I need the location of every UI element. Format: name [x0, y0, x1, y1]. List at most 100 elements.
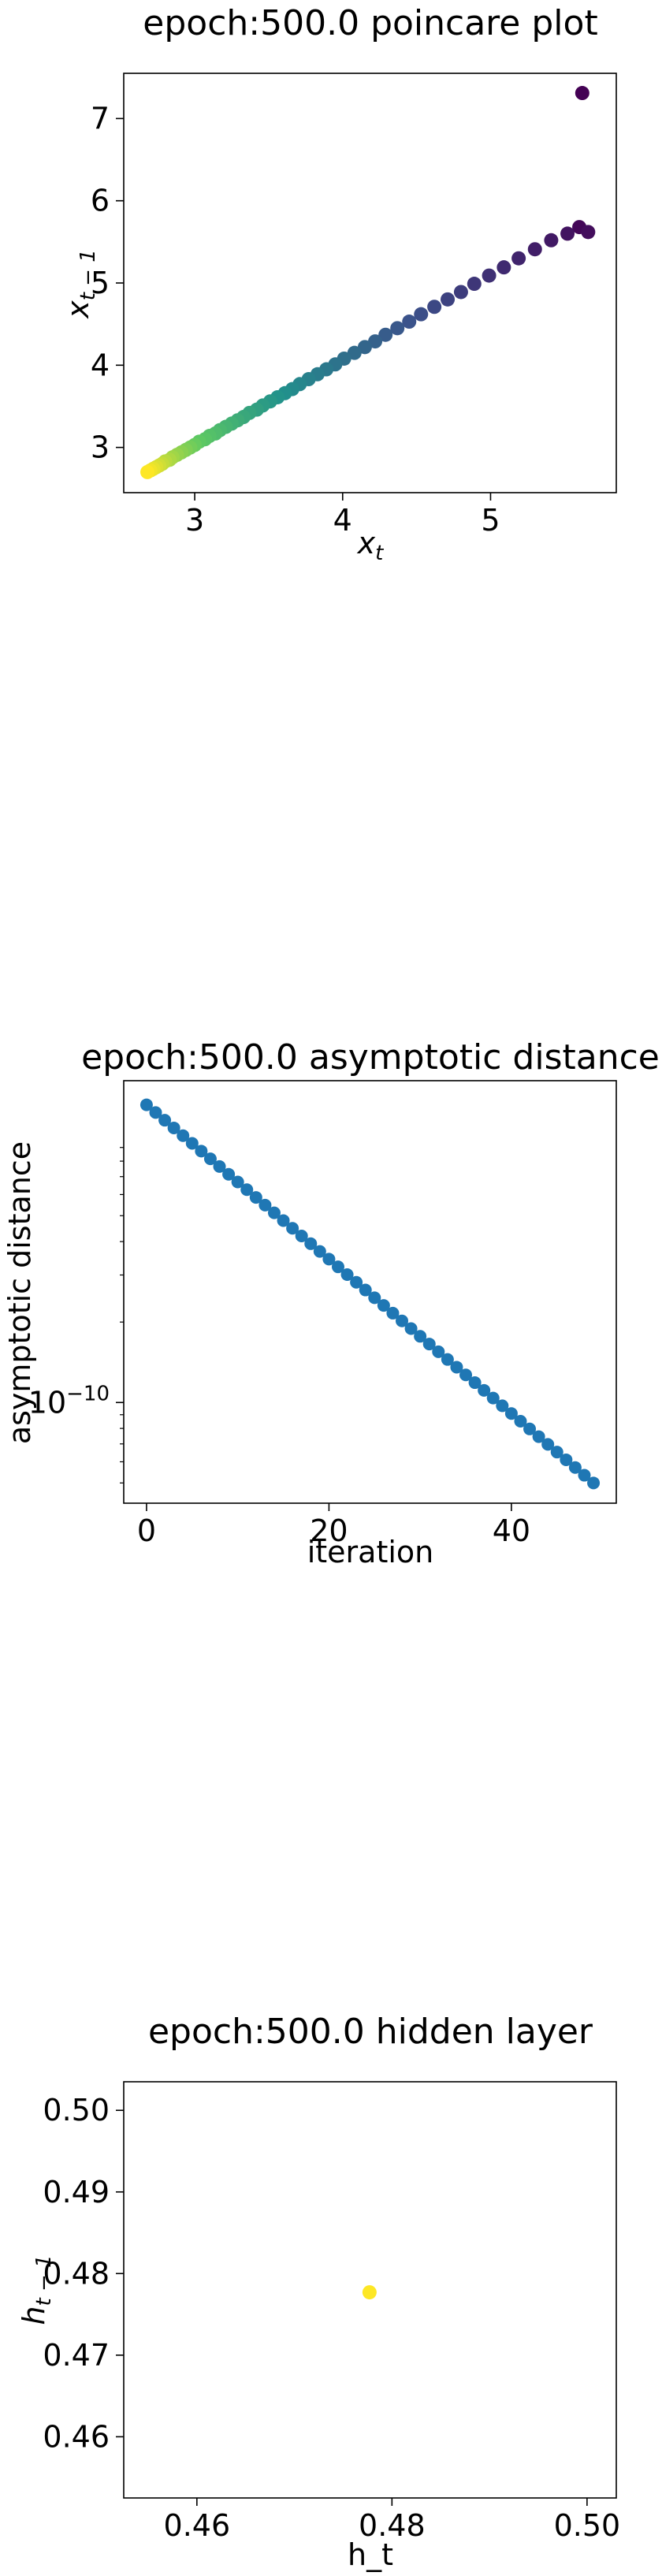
y-tick-label: 0.48 — [43, 2256, 110, 2291]
y-tick-label-exponent: −10 — [66, 1382, 110, 1405]
data-point — [422, 1338, 436, 1351]
y-tick-label-base: 10 — [28, 1385, 66, 1420]
data-point — [496, 1399, 509, 1413]
x-axis-label: h_t — [348, 2537, 393, 2572]
hidden-layer-figure: epoch:500.0 hidden layer 0.46 0.48 0.50 0.… — [0, 2002, 662, 2576]
data-point — [414, 307, 429, 322]
y-tick-label: 0.49 — [43, 2175, 110, 2209]
data-point — [523, 1422, 537, 1435]
data-point — [340, 1268, 354, 1281]
data-point — [482, 268, 496, 283]
data-point — [368, 1291, 381, 1305]
data-point — [368, 334, 383, 349]
data-point — [560, 1453, 573, 1466]
y-tick-label: 0.47 — [43, 2338, 110, 2373]
chart-title: epoch:500.0 asymptotic distance — [81, 1037, 660, 1078]
data-point — [432, 1345, 445, 1358]
y-axis-label-sub: t − 1 — [32, 2254, 56, 2306]
data-point — [277, 1214, 290, 1227]
y-tick-label: 3 — [91, 430, 110, 465]
x-tick-label: 0 — [137, 1513, 156, 1548]
plot-area — [123, 2081, 617, 2499]
data-point — [581, 225, 596, 240]
data-point — [453, 285, 468, 300]
data-point — [304, 1237, 318, 1250]
data-point — [158, 1114, 172, 1127]
data-point — [390, 321, 405, 336]
y-axis-label-sub: t − 1 — [76, 249, 100, 300]
data-point — [240, 1183, 254, 1197]
y-tick-label: 5 — [91, 266, 110, 300]
data-point — [527, 242, 542, 257]
data-point — [249, 1191, 262, 1204]
data-point — [578, 1469, 591, 1482]
y-tick-label: 4 — [91, 348, 110, 382]
data-point — [532, 1430, 545, 1443]
data-point — [359, 1283, 372, 1297]
y-axis-label: asymptotic distance — [2, 1141, 37, 1444]
data-point — [468, 1376, 482, 1390]
x-tick-label: 0.50 — [554, 2508, 621, 2543]
data-point — [386, 1306, 400, 1320]
x-axis-label: iteration — [307, 1535, 434, 1569]
data-point — [286, 1222, 299, 1235]
data-point — [378, 327, 393, 342]
y-tick-label: 6 — [91, 184, 110, 218]
data-point — [587, 1476, 601, 1490]
data-point — [149, 1106, 162, 1119]
y-axis-label: ht − 1 — [17, 2254, 56, 2325]
data-point — [441, 292, 456, 307]
data-point — [441, 1353, 454, 1366]
x-tick-label: 5 — [481, 503, 500, 538]
data-point — [203, 1152, 217, 1166]
data-point — [414, 1330, 427, 1343]
chart-title: epoch:500.0 poincare plot — [143, 3, 597, 43]
data-point — [459, 1368, 473, 1382]
x-tick-label: 4 — [333, 503, 352, 538]
x-tick-label: 0.46 — [164, 2508, 231, 2543]
data-point — [450, 1361, 463, 1374]
data-point — [177, 1129, 190, 1142]
data-point — [347, 345, 362, 360]
y-axis-label-base: h — [17, 2306, 51, 2325]
data-point — [140, 464, 155, 479]
x-tick-label: 3 — [185, 503, 204, 538]
data-point — [511, 251, 526, 266]
chart-title: epoch:500.0 hidden layer — [148, 2012, 593, 2052]
data-point — [222, 1167, 236, 1181]
asymptotic-distance-figure: epoch:500.0 asymptotic distance 0 20 40 10… — [0, 1025, 662, 1592]
plot-area — [123, 73, 617, 493]
data-point — [560, 226, 575, 241]
data-point — [486, 1391, 500, 1405]
x-tick-label: 20 — [310, 1513, 348, 1548]
data-point — [362, 2285, 377, 2300]
x-tick-label: 40 — [493, 1513, 530, 1548]
data-point — [231, 1175, 244, 1189]
data-point — [331, 1260, 344, 1274]
data-point — [478, 1383, 491, 1397]
data-point — [467, 277, 482, 292]
data-point — [322, 1253, 336, 1266]
data-point — [402, 315, 417, 329]
x-axis-label-sub: t — [375, 542, 384, 565]
y-tick-label: 0.46 — [43, 2419, 110, 2454]
data-point — [167, 1121, 180, 1134]
data-point — [514, 1414, 527, 1428]
data-point — [396, 1314, 409, 1327]
x-axis-label-base: x — [357, 526, 376, 560]
data-point — [213, 1160, 226, 1173]
plot-area — [123, 1080, 617, 1504]
data-point — [504, 1407, 518, 1420]
data-point — [575, 86, 589, 101]
data-point — [313, 1245, 326, 1258]
data-point — [544, 233, 559, 248]
data-point — [185, 1137, 199, 1150]
data-point — [496, 260, 511, 275]
asymptotic-distance-chart: epoch:500.0 asymptotic distance 0 20 40 10… — [2, 1037, 660, 1569]
data-point — [139, 1098, 153, 1111]
data-point — [350, 1275, 363, 1289]
y-axis-label: xt − 1 — [61, 249, 100, 319]
y-tick-label: 0.50 — [43, 2093, 110, 2127]
